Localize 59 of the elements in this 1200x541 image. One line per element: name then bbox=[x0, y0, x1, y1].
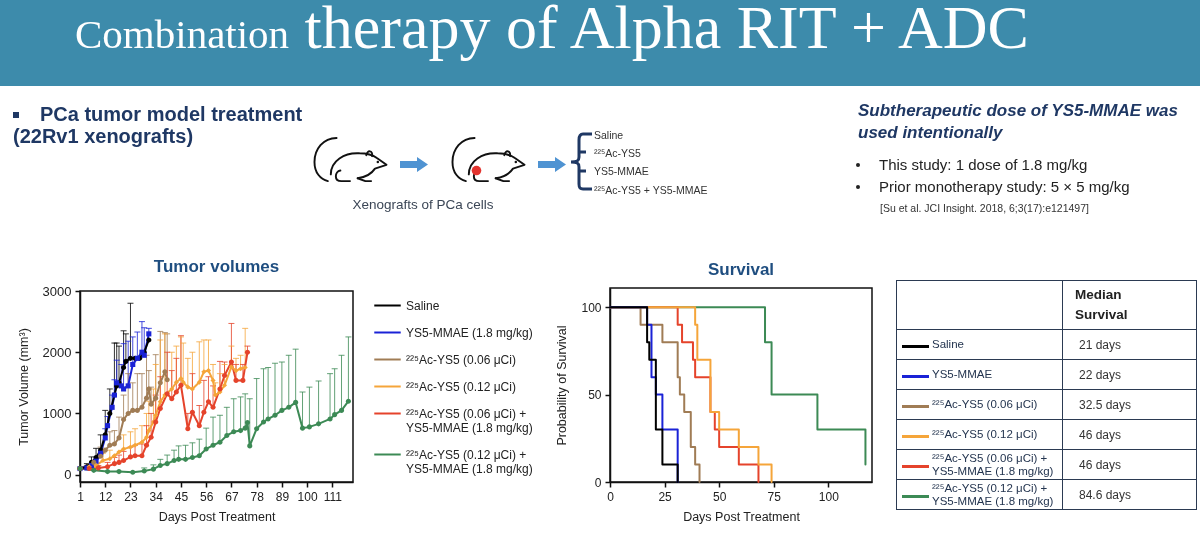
category-label: ²²⁵Ac-YS5 (0.12 μCi) + YS5-MMAE (1.8 mg/kg) bbox=[932, 481, 1055, 508]
text: Prior monotherapy study: 5 × 5 mg/kg bbox=[879, 178, 1130, 195]
x-tick-label: 50 bbox=[712, 489, 727, 504]
text: YS5-MMAE bbox=[594, 165, 649, 177]
text: Median Survival bbox=[1075, 286, 1129, 324]
y-tick-label: 100 bbox=[581, 300, 602, 315]
category-label: ²²⁵Ac-YS5 (0.06 μCi) + YS5-MMAE (1.8 mg/kg) bbox=[932, 451, 1055, 478]
chart-title: Tumor volumes bbox=[153, 257, 280, 276]
x-axis-title: Days Post Treatment bbox=[683, 509, 801, 524]
y-tick-label: 1000 bbox=[42, 405, 72, 421]
legend-label: YS5-MMAE (1.8 mg/kg) bbox=[406, 325, 533, 340]
x-tick-label: 23 bbox=[124, 489, 138, 504]
category-label: ²²⁵Ac-YS5 (0.12 μCi) bbox=[932, 428, 1039, 441]
x-tick-label: 67 bbox=[225, 489, 239, 504]
text: PCa tumor model treatment (22Rv1 xenografts) bbox=[13, 103, 304, 147]
legend-label: Saline bbox=[406, 298, 440, 313]
text: This study: 1 dose of 1.8 mg/kg bbox=[879, 156, 1088, 173]
text: 46 days bbox=[1079, 457, 1122, 472]
category-label: YS5-MMAE bbox=[932, 368, 994, 381]
y-tick-label: 2000 bbox=[42, 344, 72, 360]
legend-label: ²²⁵Ac-YS5 (0.12 μCi) bbox=[406, 379, 516, 394]
text: 46 days bbox=[1079, 427, 1122, 442]
y-axis-title: Tumor Volume (mm³) bbox=[16, 328, 31, 446]
y-axis-title: Probability of Survival bbox=[555, 325, 570, 446]
x-tick-label: 56 bbox=[200, 489, 214, 504]
x-tick-label: 12 bbox=[99, 489, 113, 504]
chart-title: Survival bbox=[707, 260, 775, 279]
x-tick-label: 89 bbox=[275, 489, 290, 504]
category-label: ²²⁵Ac-YS5 (0.06 μCi) bbox=[932, 398, 1039, 411]
x-tick-label: 34 bbox=[149, 489, 164, 504]
text: [Su et al. JCI Insight. 2018, 6;3(17):e121497] bbox=[880, 202, 1089, 214]
legend-label: ²²⁵Ac-YS5 (0.06 μCi) + YS5-MMAE (1.8 mg/kg) bbox=[406, 406, 533, 435]
y-tick-label: 0 bbox=[64, 467, 72, 483]
text: ²²⁵Ac-YS5 bbox=[594, 147, 641, 159]
text: Xenografts of PCa cells bbox=[351, 197, 495, 212]
x-tick-label: 100 bbox=[818, 489, 840, 504]
text: 32.5 days bbox=[1079, 397, 1132, 412]
x-tick-label: 111 bbox=[323, 489, 343, 504]
x-tick-label: 75 bbox=[767, 489, 782, 504]
text: ²²⁵Ac-YS5 + YS5-MMAE bbox=[594, 184, 708, 196]
x-tick-label: 1 bbox=[77, 489, 85, 504]
text: Combination therapy of Alpha RIT + ADC bbox=[75, 0, 1029, 61]
text: 84.6 days bbox=[1079, 487, 1132, 502]
legend-label: ²²⁵Ac-YS5 (0.06 μCi) bbox=[406, 352, 516, 367]
x-tick-label: 45 bbox=[174, 489, 189, 504]
x-axis-title: Days Post Treatment bbox=[158, 509, 276, 524]
y-tick-label: 0 bbox=[594, 475, 602, 490]
text: Subtherapeutic dose of YS5-MMAE was used intentionally bbox=[858, 100, 1179, 144]
y-tick-label: 3000 bbox=[42, 283, 72, 299]
text: Saline bbox=[594, 129, 624, 141]
text: 22 days bbox=[1079, 367, 1122, 382]
x-tick-label: 78 bbox=[250, 489, 265, 504]
text: 21 days bbox=[1079, 337, 1122, 352]
x-tick-label: 25 bbox=[658, 489, 673, 504]
legend-label: ²²⁵Ac-YS5 (0.12 μCi) + YS5-MMAE (1.8 mg/kg) bbox=[406, 447, 533, 476]
x-tick-label: 0 bbox=[607, 489, 615, 504]
category-label: Saline bbox=[932, 338, 965, 351]
x-tick-label: 100 bbox=[297, 489, 318, 504]
y-tick-label: 50 bbox=[588, 388, 602, 403]
